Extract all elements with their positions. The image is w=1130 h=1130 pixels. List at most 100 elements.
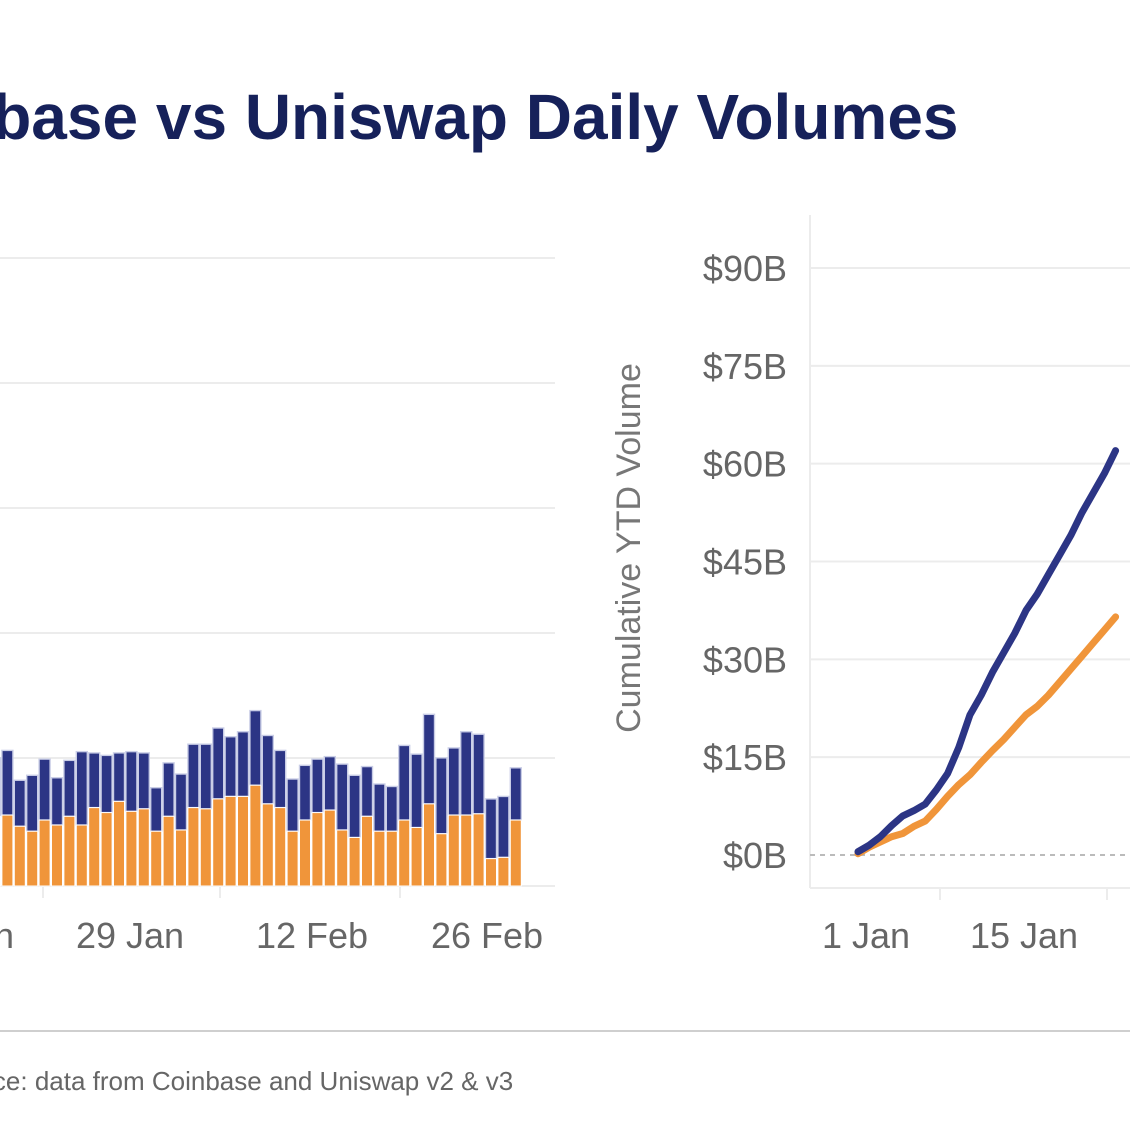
bar-chart-x-ticks: 15 Jan 29 Jan 12 Feb 26 Feb xyxy=(0,915,543,956)
uniswap-bar xyxy=(447,814,460,887)
page-title: Coinbase vs Uniswap Daily Volumes xyxy=(0,81,959,153)
uniswap-bar xyxy=(13,825,26,887)
line-y-tick-label: $90B xyxy=(703,248,787,289)
coinbase-bar xyxy=(1,749,14,816)
coinbase-bar xyxy=(298,764,312,821)
bar-chart: 15 Jan 29 Jan 12 Feb 26 Feb xyxy=(0,257,555,956)
uniswap-bar xyxy=(150,830,163,887)
coinbase-bar xyxy=(497,795,510,859)
coinbase-bar xyxy=(75,750,89,826)
uniswap-bar xyxy=(212,798,225,887)
uniswap-bar xyxy=(187,807,200,887)
uniswap-bar xyxy=(51,824,63,887)
uniswap-bar xyxy=(88,807,101,887)
coinbase-bar xyxy=(50,777,64,826)
coinbase-bar xyxy=(360,765,374,818)
uniswap-bar xyxy=(497,856,510,887)
uniswap-bar xyxy=(361,815,373,887)
footer-divider xyxy=(0,1030,1130,1032)
line-chart-x-ticks: 1 Jan 15 Jan xyxy=(822,915,1078,956)
coinbase-bar xyxy=(87,752,101,809)
line-y-tick-label: $75B xyxy=(703,346,787,387)
uniswap-bar xyxy=(175,829,187,887)
uniswap-bar xyxy=(311,812,324,887)
uniswap-bar xyxy=(1,814,14,887)
uniswap-cumulative-line xyxy=(854,613,1120,858)
coinbase-bar xyxy=(149,787,163,832)
line-y-tick-label: $15B xyxy=(703,737,787,778)
uniswap-bar xyxy=(137,808,150,887)
coinbase-bar xyxy=(286,778,299,832)
uniswap-bar xyxy=(237,795,249,887)
coinbase-bar xyxy=(13,779,27,827)
coinbase-bar xyxy=(236,731,250,798)
coinbase-bar xyxy=(174,773,188,831)
uniswap-bar xyxy=(460,814,473,887)
uniswap-bar xyxy=(509,819,522,887)
line-chart-gridlines xyxy=(809,215,1130,900)
coinbase-cumulative-line xyxy=(854,447,1120,856)
uniswap-bar xyxy=(113,800,125,887)
uniswap-bar xyxy=(385,830,398,887)
uniswap-bar xyxy=(38,819,51,887)
coinbase-bar xyxy=(249,709,262,786)
uniswap-bar xyxy=(323,809,336,887)
coinbase-bar xyxy=(0,757,2,818)
uniswap-bar xyxy=(199,808,212,887)
uniswap-bar xyxy=(286,830,299,887)
uniswap-bar xyxy=(75,824,88,887)
coinbase-bar xyxy=(435,757,448,835)
coinbase-bar xyxy=(323,755,336,811)
coinbase-bar xyxy=(472,733,485,815)
coinbase-bar xyxy=(447,747,460,816)
coinbase-bar xyxy=(385,785,398,832)
coinbase-bar xyxy=(274,749,287,809)
coinbase-bar xyxy=(422,713,436,805)
line-y-tick-label: $0B xyxy=(723,835,787,876)
uniswap-bar xyxy=(373,830,386,887)
line-chart-series xyxy=(854,447,1120,858)
source-note: Source: data from Coinbase and Uniswap v… xyxy=(0,1066,514,1096)
line-x-tick-label: 15 Jan xyxy=(970,915,1078,956)
coinbase-bar xyxy=(199,743,213,810)
coinbase-bar xyxy=(348,774,361,839)
uniswap-bar xyxy=(224,795,237,887)
uniswap-bar xyxy=(398,819,411,887)
line-chart-y-ticks: $0B $15B $30B $45B $60B $75B $90B xyxy=(703,248,787,876)
line-y-tick-label: $60B xyxy=(703,444,787,485)
bar-x-tick-label: 29 Jan xyxy=(76,915,184,956)
uniswap-bar xyxy=(472,813,485,887)
uniswap-bar xyxy=(100,812,113,887)
coinbase-bar xyxy=(38,758,51,821)
uniswap-bar xyxy=(336,829,349,887)
coinbase-bar xyxy=(224,736,237,798)
coinbase-bar xyxy=(112,752,126,803)
uniswap-bar xyxy=(348,836,361,887)
uniswap-bar-series xyxy=(0,784,522,887)
coinbase-bar xyxy=(100,754,113,814)
uniswap-bar xyxy=(162,815,175,887)
coinbase-bar xyxy=(311,758,324,814)
line-chart-y-axis-title: Cumulative YTD Volume xyxy=(610,363,648,733)
coinbase-bar xyxy=(398,744,411,821)
uniswap-bar xyxy=(125,810,138,887)
bar-x-tick-label: 26 Feb xyxy=(431,915,543,956)
coinbase-bar xyxy=(162,762,175,818)
coinbase-bar xyxy=(125,750,138,813)
uniswap-bar xyxy=(410,827,423,887)
coinbase-bar xyxy=(137,752,151,810)
coinbase-bar xyxy=(211,727,225,800)
uniswap-bar xyxy=(63,815,76,887)
coinbase-bar xyxy=(261,734,274,805)
line-y-tick-label: $30B xyxy=(703,639,787,680)
bar-x-tick-label: 12 Feb xyxy=(256,915,368,956)
coinbase-bar xyxy=(484,798,498,860)
coinbase-bar xyxy=(63,759,76,818)
coinbase-bar xyxy=(373,783,386,832)
uniswap-bar xyxy=(423,803,435,887)
coinbase-bar xyxy=(187,743,200,809)
uniswap-bar xyxy=(26,830,39,887)
uniswap-bar xyxy=(485,858,497,887)
uniswap-bar xyxy=(261,803,274,887)
